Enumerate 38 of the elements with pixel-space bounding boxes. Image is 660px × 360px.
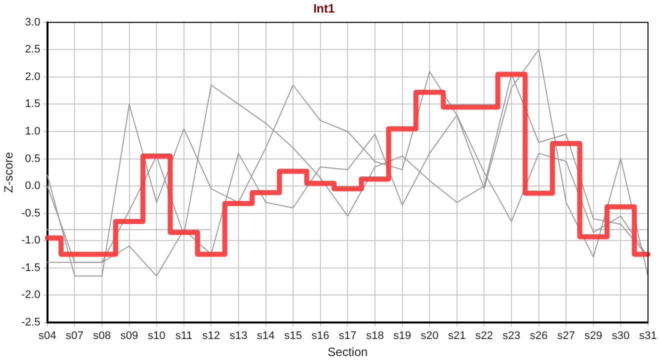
chart-title: Int1 <box>313 2 335 16</box>
y-tick-label: -1.5 <box>21 262 40 274</box>
y-tick-label: 1.0 <box>25 126 40 138</box>
y-axis-title: Z-score <box>2 152 16 193</box>
x-tick-label: s09 <box>120 330 138 342</box>
y-tick-label: 2.0 <box>25 70 40 83</box>
y-tick-label: -1.0 <box>21 234 40 247</box>
x-tick-label: s27 <box>557 330 575 342</box>
x-tick-label: s12 <box>202 330 220 342</box>
x-tick-label: s10 <box>148 330 166 342</box>
x-axis-title: Section <box>328 345 368 360</box>
y-tick-label: 0.5 <box>25 152 40 165</box>
y-tick-label: 3.0 <box>25 16 40 28</box>
x-tick-label: s26 <box>530 330 548 342</box>
y-tick-label: 1.5 <box>25 98 40 110</box>
x-tick-label: s19 <box>393 330 412 342</box>
y-tick-label: -2.5 <box>21 316 40 328</box>
y-tick-label: -2.0 <box>21 289 40 302</box>
x-tick-label: s15 <box>284 330 302 342</box>
x-tick-label: s23 <box>502 330 520 342</box>
x-tick-label: s08 <box>93 330 111 342</box>
x-tick-label: s07 <box>66 330 84 342</box>
x-tick-label: s16 <box>312 330 330 342</box>
x-tick-label: s13 <box>230 330 248 342</box>
x-tick-label: s21 <box>448 330 466 342</box>
x-tick-label: s22 <box>475 330 494 342</box>
x-tick-label: s30 <box>612 330 630 342</box>
x-tick-label: s17 <box>338 330 357 342</box>
y-tick-label: -0.5 <box>21 207 40 220</box>
y-tick-label: 2.5 <box>25 44 40 56</box>
x-tick-label: s18 <box>366 330 384 342</box>
x-tick-label: s31 <box>639 330 657 342</box>
x-tick-label: s11 <box>175 330 192 342</box>
x-tick-label: s29 <box>584 330 602 342</box>
x-tick-label: s20 <box>420 330 438 342</box>
x-tick-label: s14 <box>256 330 275 342</box>
x-tick-label: s04 <box>38 330 56 342</box>
y-tick-label: 0.0 <box>25 180 40 192</box>
